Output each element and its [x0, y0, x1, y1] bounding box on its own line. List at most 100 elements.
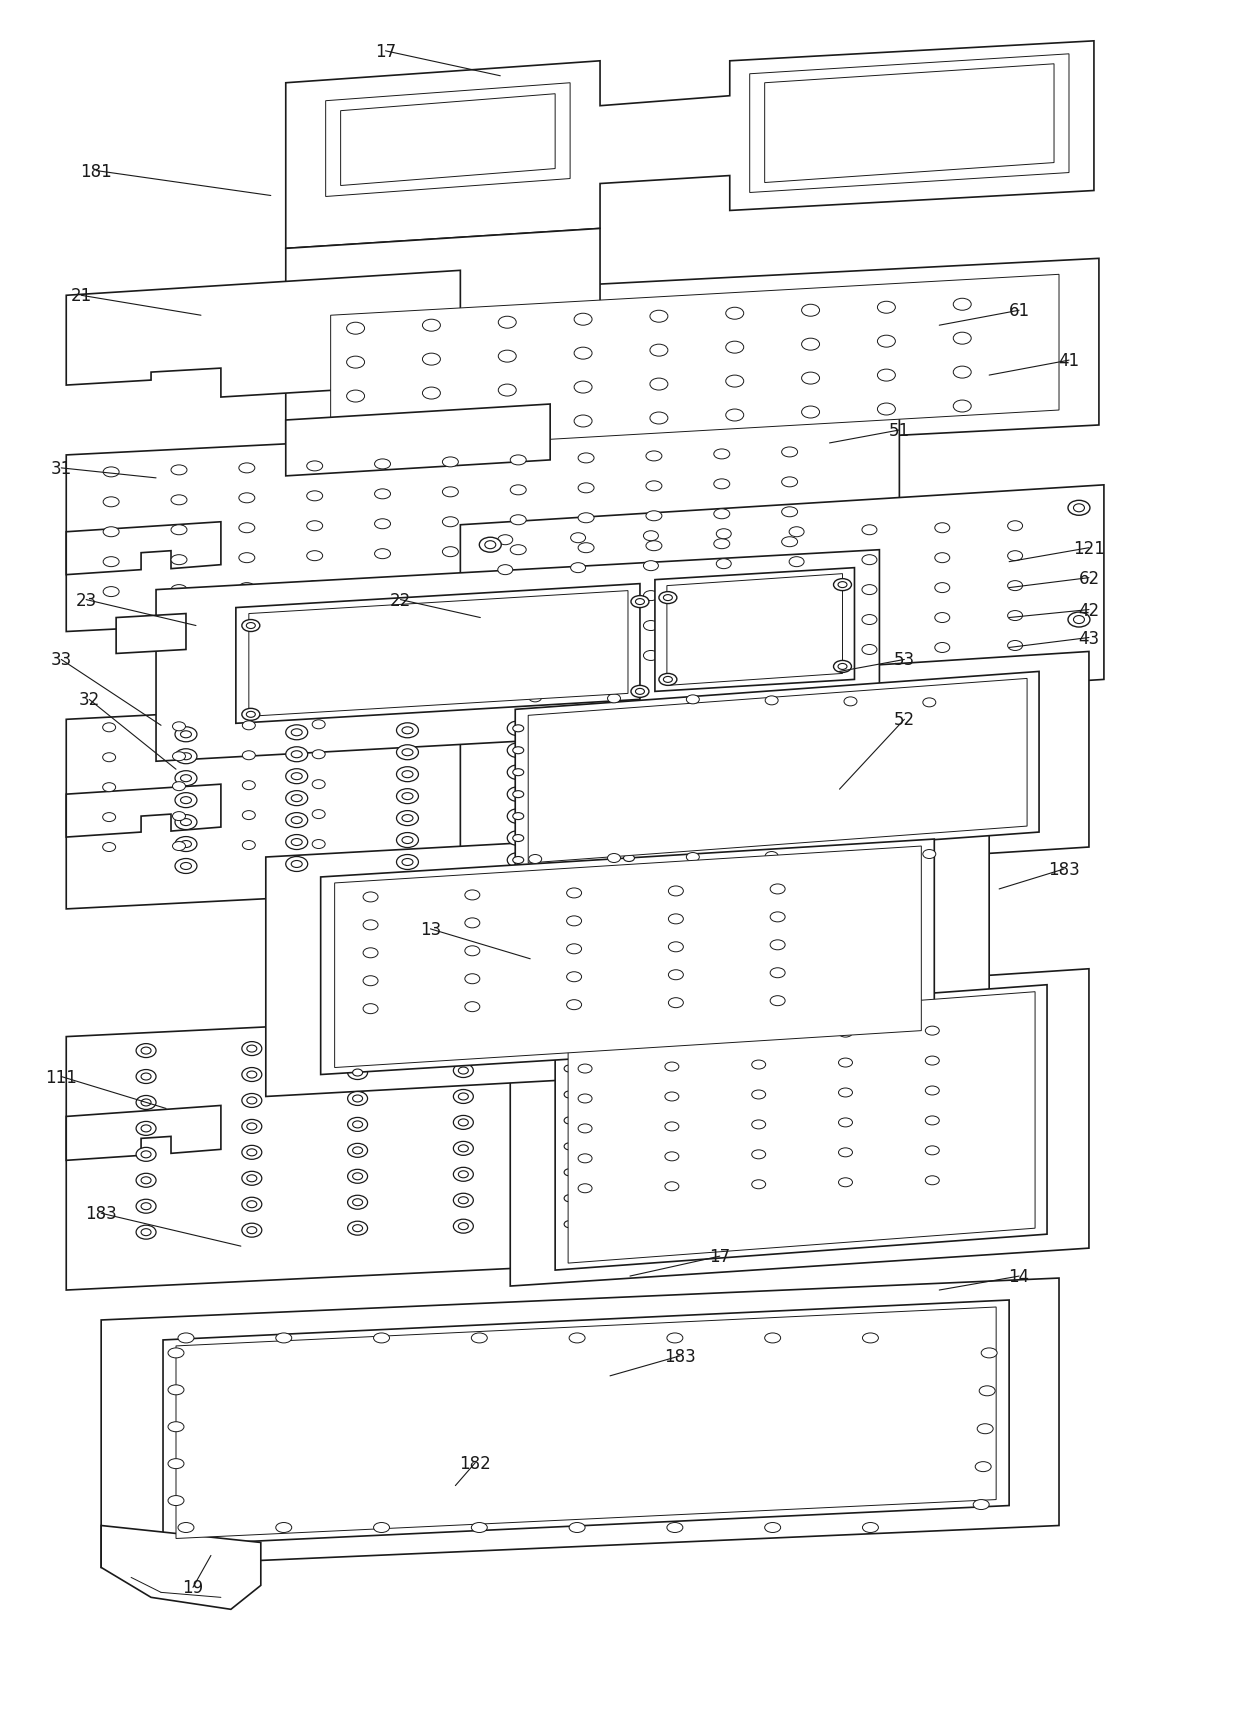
- Ellipse shape: [443, 458, 459, 467]
- Ellipse shape: [497, 536, 513, 546]
- Ellipse shape: [981, 1347, 997, 1358]
- Ellipse shape: [717, 589, 732, 600]
- Polygon shape: [331, 276, 1059, 453]
- Text: 23: 23: [76, 591, 97, 610]
- Ellipse shape: [665, 1111, 684, 1125]
- Ellipse shape: [498, 351, 516, 364]
- Ellipse shape: [618, 763, 640, 779]
- Text: 183: 183: [86, 1204, 117, 1223]
- Ellipse shape: [171, 496, 187, 505]
- Ellipse shape: [751, 1120, 765, 1129]
- Ellipse shape: [167, 1421, 184, 1432]
- Ellipse shape: [171, 526, 187, 536]
- Ellipse shape: [559, 1061, 579, 1075]
- Polygon shape: [176, 1308, 996, 1539]
- Ellipse shape: [935, 524, 950, 534]
- Ellipse shape: [291, 796, 303, 803]
- Ellipse shape: [923, 849, 936, 860]
- Ellipse shape: [347, 322, 365, 334]
- Ellipse shape: [247, 1123, 257, 1130]
- Ellipse shape: [510, 575, 526, 586]
- Ellipse shape: [1068, 613, 1090, 627]
- Ellipse shape: [443, 488, 459, 498]
- Ellipse shape: [665, 1137, 684, 1151]
- Ellipse shape: [239, 584, 254, 593]
- Ellipse shape: [103, 498, 119, 508]
- Ellipse shape: [485, 541, 496, 550]
- Text: 19: 19: [182, 1578, 203, 1597]
- Ellipse shape: [644, 531, 658, 541]
- Ellipse shape: [242, 1068, 262, 1082]
- Ellipse shape: [878, 403, 895, 415]
- Polygon shape: [285, 258, 1099, 467]
- Ellipse shape: [935, 643, 950, 653]
- Ellipse shape: [574, 415, 591, 427]
- Ellipse shape: [242, 1042, 262, 1056]
- Ellipse shape: [397, 746, 418, 760]
- Ellipse shape: [374, 519, 391, 529]
- Ellipse shape: [578, 1154, 591, 1163]
- Ellipse shape: [242, 722, 255, 731]
- Ellipse shape: [397, 834, 418, 848]
- Ellipse shape: [862, 526, 877, 536]
- Ellipse shape: [513, 725, 523, 732]
- Ellipse shape: [770, 913, 785, 922]
- Ellipse shape: [567, 917, 582, 927]
- Ellipse shape: [141, 1151, 151, 1158]
- Ellipse shape: [402, 727, 413, 734]
- Ellipse shape: [878, 336, 895, 348]
- Ellipse shape: [352, 1122, 362, 1129]
- Text: 61: 61: [1008, 302, 1029, 320]
- Ellipse shape: [751, 1180, 765, 1189]
- Ellipse shape: [578, 453, 594, 463]
- Ellipse shape: [459, 1223, 469, 1230]
- Ellipse shape: [347, 1196, 367, 1210]
- Ellipse shape: [528, 855, 542, 863]
- Ellipse shape: [242, 1197, 262, 1211]
- Text: 53: 53: [894, 651, 915, 669]
- Ellipse shape: [352, 1044, 362, 1051]
- Polygon shape: [321, 839, 934, 1075]
- Ellipse shape: [497, 594, 513, 605]
- Ellipse shape: [497, 655, 513, 665]
- Ellipse shape: [103, 724, 115, 732]
- Polygon shape: [765, 65, 1054, 183]
- Ellipse shape: [480, 653, 501, 667]
- Ellipse shape: [635, 600, 645, 605]
- Ellipse shape: [717, 560, 732, 569]
- Ellipse shape: [242, 1146, 262, 1160]
- Ellipse shape: [454, 1091, 474, 1104]
- Text: 183: 183: [1048, 860, 1080, 879]
- Ellipse shape: [663, 677, 672, 682]
- Ellipse shape: [402, 860, 413, 867]
- Polygon shape: [568, 992, 1035, 1263]
- Ellipse shape: [765, 1523, 781, 1532]
- Polygon shape: [285, 229, 600, 351]
- Ellipse shape: [363, 948, 378, 958]
- Ellipse shape: [838, 1118, 852, 1127]
- Ellipse shape: [624, 746, 635, 753]
- Ellipse shape: [770, 884, 785, 894]
- Ellipse shape: [618, 720, 640, 734]
- Ellipse shape: [347, 426, 365, 436]
- Ellipse shape: [954, 333, 971, 345]
- Ellipse shape: [352, 1148, 362, 1154]
- Ellipse shape: [363, 977, 378, 986]
- Ellipse shape: [510, 486, 526, 496]
- Polygon shape: [285, 41, 1094, 250]
- Ellipse shape: [347, 1170, 367, 1184]
- Ellipse shape: [480, 538, 501, 553]
- Ellipse shape: [574, 314, 591, 326]
- Ellipse shape: [242, 620, 260, 632]
- Ellipse shape: [665, 1163, 684, 1177]
- Ellipse shape: [513, 836, 523, 843]
- Ellipse shape: [1068, 501, 1090, 515]
- Ellipse shape: [564, 1091, 574, 1098]
- Ellipse shape: [624, 812, 635, 818]
- Ellipse shape: [171, 555, 187, 565]
- Text: 121: 121: [1073, 539, 1105, 557]
- Ellipse shape: [765, 853, 779, 862]
- Ellipse shape: [181, 798, 191, 805]
- Ellipse shape: [665, 1182, 678, 1191]
- Ellipse shape: [510, 455, 526, 465]
